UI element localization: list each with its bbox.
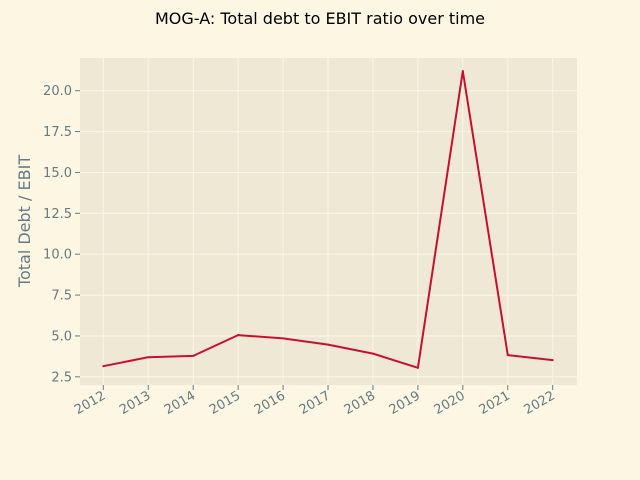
data-point	[147, 356, 150, 359]
data-point	[282, 337, 285, 340]
y-tick-label: 12.5	[43, 207, 72, 222]
data-point	[371, 352, 374, 355]
y-tick-label: 5.0	[51, 329, 72, 344]
grid-lines	[80, 58, 577, 385]
x-tick-label: 2015	[207, 388, 243, 418]
data-point	[102, 365, 105, 368]
data-point	[461, 70, 464, 73]
y-tick-label: 20.0	[43, 84, 72, 99]
x-tick-label: 2014	[162, 388, 198, 418]
x-tick-label: 2021	[477, 388, 513, 418]
x-tick-label: 2018	[342, 388, 378, 418]
data-point	[416, 366, 419, 369]
data-point	[237, 334, 240, 337]
y-tick-label: 15.0	[43, 166, 72, 181]
x-tick-label: 2016	[252, 388, 288, 418]
y-axis-ticks: 2.5 5.0 7.5 10.0 12.5 15.0 17.5 20.0	[43, 84, 80, 385]
x-tick-label: 2019	[387, 388, 423, 418]
data-point	[327, 343, 329, 346]
x-tick-label: 2012	[72, 388, 108, 418]
x-tick-label: 2013	[117, 388, 153, 418]
data-series	[102, 70, 554, 369]
x-tick-label: 2020	[432, 388, 468, 418]
data-point	[551, 359, 554, 362]
data-point	[192, 354, 195, 357]
data-point	[506, 354, 509, 357]
x-axis-ticks: 2012 2013 2014 2015 2016 2017 2018 2019 2020 2021…	[72, 385, 558, 418]
y-tick-label: 2.5	[51, 370, 72, 385]
x-tick-label: 2017	[297, 388, 333, 418]
x-tick-label: 2022	[522, 388, 558, 418]
y-tick-label: 10.0	[43, 248, 72, 263]
y-tick-label: 17.5	[43, 125, 72, 140]
y-tick-label: 7.5	[51, 289, 72, 304]
y-axis-label: Total Debt / EBIT	[15, 155, 34, 288]
chart-title: MOG-A: Total debt to EBIT ratio over tim…	[155, 9, 485, 28]
